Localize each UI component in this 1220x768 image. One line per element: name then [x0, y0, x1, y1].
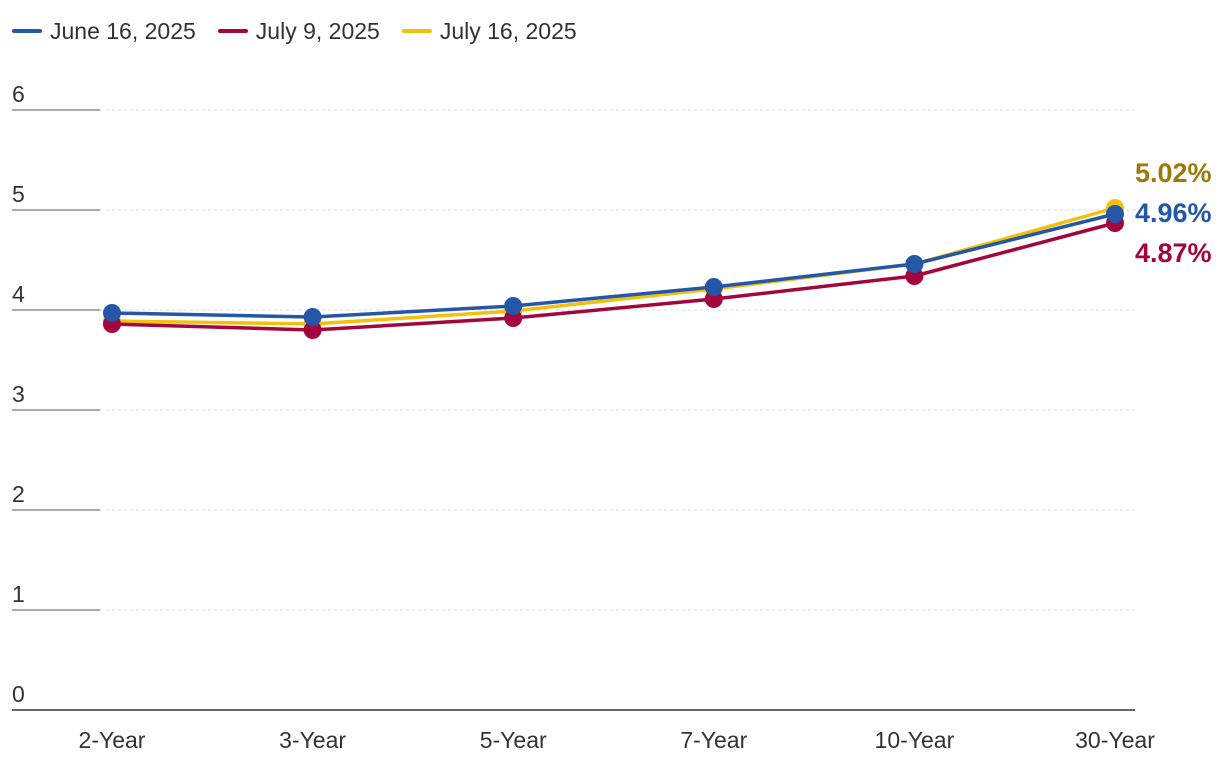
- y-tick-label-1: 1: [12, 581, 25, 607]
- y-tick-label-5: 5: [12, 181, 25, 207]
- legend-swatch-june-16: [12, 29, 42, 33]
- series-line-july-9-2025: [111, 221, 1116, 332]
- legend-label-july-16: July 16, 2025: [439, 17, 577, 44]
- legend-label-july-9: July 9, 2025: [255, 17, 380, 44]
- y-tick-label-2: 2: [12, 481, 25, 507]
- point-june-16-2025-10-year: [905, 255, 924, 273]
- y-tick-label-6: 6: [12, 81, 25, 107]
- point-june-16-2025-2-year: [103, 304, 121, 322]
- end-label-july-16-2025: 5.02%: [1135, 158, 1212, 188]
- x-tick-label-2-year: 2-Year: [79, 727, 146, 753]
- series-line-june-16-2025: [111, 212, 1116, 319]
- legend-item-july-16: July 16, 2025: [401, 17, 577, 45]
- point-june-16-2025-3-year: [303, 308, 322, 326]
- legend-item-june-16: June 16, 2025: [12, 18, 196, 45]
- y-tick-label-0: 0: [12, 681, 25, 707]
- point-june-16-2025-30-year: [1106, 205, 1124, 223]
- x-tick-label-10-year: 10-Year: [875, 727, 955, 753]
- legend-item-july-9: July 9, 2025: [217, 17, 380, 45]
- legend-swatch-july-16: [401, 29, 432, 33]
- x-tick-label-5-year: 5-Year: [480, 727, 547, 753]
- y-tick-label-3: 3: [12, 381, 25, 407]
- point-june-16-2025-5-year: [504, 297, 523, 315]
- x-tick-label-3-year: 3-Year: [279, 727, 346, 753]
- end-label-july-9-2025: 4.87%: [1135, 238, 1212, 268]
- legend-swatch-july-9: [217, 29, 248, 33]
- x-tick-label-7-year: 7-Year: [680, 727, 747, 753]
- chart-legend: June 16, 2025 July 9, 2025 July 16, 2025: [12, 14, 599, 48]
- x-tick-label-30-year: 30-Year: [1075, 727, 1155, 753]
- point-june-16-2025-7-year: [704, 278, 723, 296]
- point-july-9-2025-3-year: [303, 321, 322, 339]
- legend-label-june-16: June 16, 2025: [50, 17, 196, 44]
- end-label-june-16-2025: 4.96%: [1135, 198, 1212, 228]
- y-tick-label-4: 4: [12, 281, 25, 307]
- series-line-july-16-2025: [111, 206, 1116, 326]
